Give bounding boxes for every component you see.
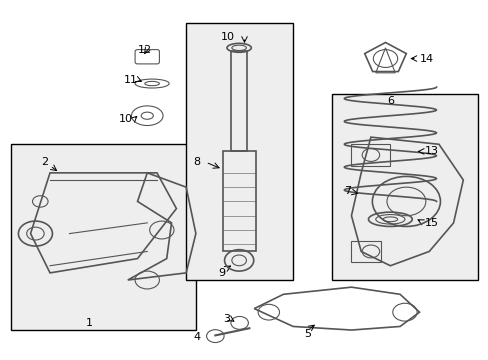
- Text: 10: 10: [220, 32, 234, 42]
- Bar: [186, 23, 292, 280]
- Text: 11: 11: [123, 75, 137, 85]
- Text: 12: 12: [138, 45, 152, 55]
- Text: 6: 6: [386, 96, 393, 107]
- Text: 9: 9: [218, 268, 224, 278]
- Bar: [351, 144, 389, 166]
- Text: 3: 3: [223, 314, 229, 324]
- Text: 8: 8: [193, 157, 201, 167]
- Text: 15: 15: [424, 218, 438, 228]
- Text: 7: 7: [344, 186, 351, 196]
- Bar: [230, 51, 247, 152]
- Text: 14: 14: [419, 54, 433, 64]
- Text: 5: 5: [304, 329, 310, 339]
- Bar: [331, 94, 477, 280]
- Text: 13: 13: [424, 147, 438, 157]
- Bar: [351, 241, 380, 262]
- Bar: [222, 152, 255, 251]
- Bar: [11, 144, 196, 330]
- Text: 2: 2: [41, 157, 49, 167]
- Text: 4: 4: [193, 332, 201, 342]
- Text: 1: 1: [85, 318, 92, 328]
- Text: 10: 10: [119, 114, 132, 124]
